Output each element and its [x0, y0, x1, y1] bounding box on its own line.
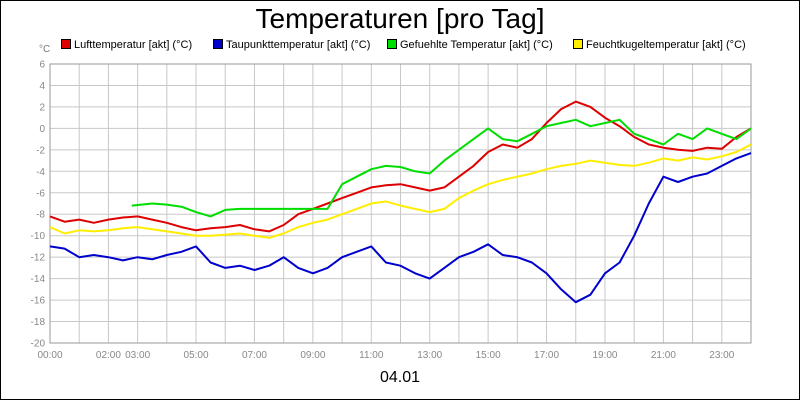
y-tick-label: -10 — [31, 231, 46, 242]
series-line-0 — [49, 100, 752, 233]
legend-swatch-taupunkttemperatur — [213, 39, 223, 49]
y-tick-label: -8 — [36, 210, 45, 221]
y-tick-label: -6 — [36, 188, 45, 199]
legend-label-lufttemperatur: Lufttemperatur [akt] (°C) — [74, 39, 193, 51]
y-tick-label: -2 — [36, 145, 45, 156]
legend-swatch-gefuehlte-temperatur — [387, 39, 397, 49]
y-tick-label: -14 — [31, 274, 46, 285]
legend: Lufttemperatur [akt] (°C) Taupunkttemper… — [1, 39, 799, 53]
y-tick-label: -4 — [36, 167, 45, 178]
y-tick-label: -20 — [31, 339, 46, 350]
series-line-2 — [131, 118, 752, 218]
legend-label-taupunkttemperatur: Taupunkttemperatur [akt] (°C) — [226, 39, 371, 51]
y-tick-label: 0 — [39, 124, 45, 135]
x-tick-label: 17:00 — [534, 350, 559, 361]
x-tick-label: 09:00 — [300, 350, 325, 361]
date-label: 04.01 — [379, 369, 421, 386]
legend-item-gefuehlte-temperatur: Gefuehlte Temperatur [akt] (°C) — [387, 39, 553, 53]
x-tick-label: 03:00 — [125, 350, 150, 361]
x-tick-label: 21:00 — [651, 350, 676, 361]
x-tick-label: 13:00 — [417, 350, 442, 361]
y-tick-label: -12 — [31, 253, 46, 264]
legend-swatch-feuchtkugeltemperatur — [573, 39, 583, 49]
y-tick-label: 4 — [39, 81, 45, 92]
legend-label-feuchtkugeltemperatur: Feuchtkugeltemperatur [akt] (°C) — [586, 39, 746, 51]
chart-title: Temperaturen [pro Tag] — [255, 3, 545, 34]
series-line-3 — [49, 143, 752, 239]
plot-border — [49, 63, 752, 344]
x-tick-label: 15:00 — [476, 350, 501, 361]
series-line-1 — [49, 152, 752, 304]
x-tick-label: 05:00 — [184, 350, 209, 361]
legend-item-feuchtkugeltemperatur: Feuchtkugeltemperatur [akt] (°C) — [573, 39, 746, 53]
x-tick-label: 19:00 — [592, 350, 617, 361]
x-tick-label: 23:00 — [709, 350, 734, 361]
x-tick-label: 11:00 — [359, 350, 384, 361]
y-axis-unit: °C — [39, 44, 51, 55]
legend-label-gefuehlte-temperatur: Gefuehlte Temperatur [akt] (°C) — [400, 39, 553, 51]
y-tick-label: -16 — [31, 296, 46, 307]
x-tick-label: 07:00 — [242, 350, 267, 361]
legend-swatch-lufttemperatur — [61, 39, 71, 49]
x-tick-label: 02:00 — [96, 350, 121, 361]
y-tick-label: -18 — [31, 317, 46, 328]
x-tick-label: 00:00 — [37, 350, 62, 361]
y-tick-label: 2 — [39, 102, 45, 113]
legend-item-lufttemperatur: Lufttemperatur [akt] (°C) — [61, 39, 192, 53]
y-tick-label: 6 — [39, 60, 45, 71]
legend-item-taupunkttemperatur: Taupunkttemperatur [akt] (°C) — [213, 39, 370, 53]
